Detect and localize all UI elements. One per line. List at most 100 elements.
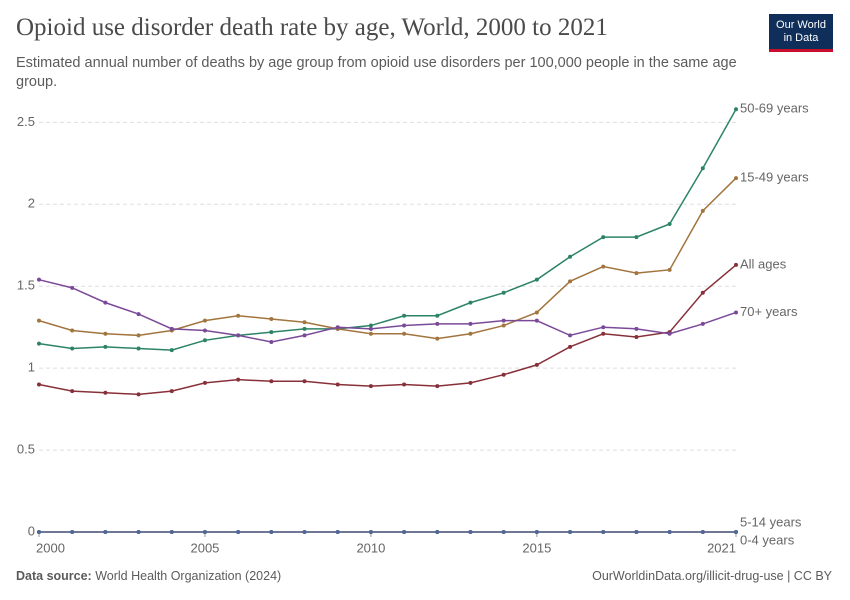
point (202, 328, 207, 333)
point (501, 323, 506, 328)
point (269, 317, 274, 321)
point (534, 530, 539, 534)
point (634, 530, 639, 534)
point (501, 372, 506, 377)
source-text: World Health Organization (2024) (95, 569, 282, 583)
point (136, 346, 141, 351)
logo-text: in Data (783, 32, 819, 44)
series-label: 0-4 years (740, 532, 795, 547)
point (302, 326, 307, 331)
point (335, 382, 340, 387)
point (202, 530, 207, 534)
point (202, 380, 207, 385)
y-tick-label: 0.5 (17, 442, 35, 457)
x-tick-label: 2015 (522, 540, 551, 555)
y-tick-label: 1 (28, 360, 35, 375)
point (501, 530, 506, 534)
point (269, 379, 274, 384)
logo-text: Our World (776, 19, 826, 31)
point (368, 323, 373, 328)
point (269, 330, 274, 335)
point (667, 221, 672, 226)
point (534, 318, 539, 323)
x-tick-label: 2021 (707, 540, 736, 555)
point (534, 277, 539, 282)
point (734, 176, 738, 181)
point (601, 264, 606, 269)
point (236, 377, 241, 382)
point (568, 333, 573, 338)
point (169, 348, 174, 353)
point (302, 333, 307, 338)
point (169, 530, 174, 534)
point (169, 326, 174, 331)
point (136, 392, 141, 397)
point (103, 300, 108, 305)
point (402, 530, 407, 534)
point (700, 530, 705, 534)
source: Data source: World Health Organization (… (16, 569, 281, 583)
credit: OurWorldinData.org/illicit-drug-use | CC… (592, 569, 832, 583)
point (402, 382, 407, 387)
point (269, 339, 274, 344)
point (70, 530, 75, 534)
point (634, 326, 639, 331)
y-tick-label: 0 (28, 523, 35, 538)
point (634, 235, 639, 240)
point (435, 313, 440, 318)
point (236, 530, 241, 534)
chart-title: Opioid use disorder death rate by age, W… (16, 14, 608, 41)
point (501, 290, 506, 295)
point (568, 344, 573, 349)
point (37, 318, 41, 323)
point (136, 333, 141, 338)
point (70, 328, 75, 333)
point (70, 389, 75, 394)
point (37, 530, 41, 534)
point (700, 290, 705, 295)
point (70, 285, 75, 290)
point (302, 320, 307, 325)
point (468, 331, 473, 336)
point (700, 321, 705, 326)
series-line (38, 177, 737, 340)
point (435, 321, 440, 326)
x-tick-label: 2010 (356, 540, 385, 555)
series-line (38, 108, 737, 351)
point (202, 338, 207, 343)
point (468, 530, 473, 534)
point (468, 380, 473, 385)
point (734, 530, 738, 534)
series-label: 50-69 years (740, 101, 809, 116)
logo[interactable]: Our World in Data (769, 14, 833, 52)
series-label: 70+ years (740, 304, 798, 319)
point (734, 262, 738, 267)
series-label: All ages (740, 256, 787, 271)
point (601, 530, 606, 534)
point (136, 530, 141, 534)
point (667, 530, 672, 534)
point (335, 325, 340, 330)
point (368, 530, 373, 534)
point (269, 530, 274, 534)
series-label: 5-14 years (740, 514, 802, 529)
x-tick-label: 2000 (36, 540, 65, 555)
point (368, 331, 373, 336)
point (402, 323, 407, 328)
point (103, 331, 108, 336)
point (568, 279, 573, 284)
point (37, 341, 41, 346)
point (700, 166, 705, 171)
point (534, 310, 539, 315)
point (335, 530, 340, 534)
series-label: 15-49 years (740, 170, 809, 185)
point (435, 384, 440, 389)
point (534, 362, 539, 367)
point (136, 312, 141, 317)
point (236, 333, 241, 338)
point (601, 235, 606, 240)
point (568, 530, 573, 534)
point (468, 300, 473, 305)
point (103, 390, 108, 395)
